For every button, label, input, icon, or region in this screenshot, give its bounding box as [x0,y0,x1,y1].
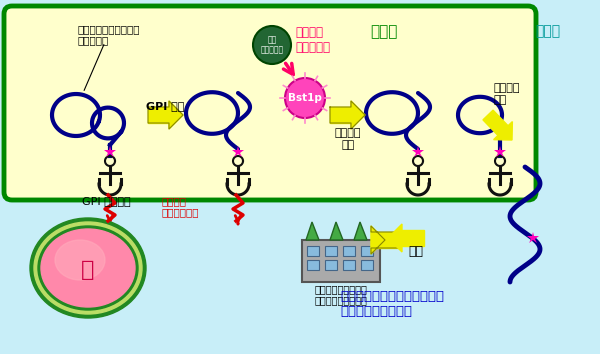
Text: 補助の錨
（アシル基）: 補助の錨 （アシル基） [162,196,199,218]
Text: 正しく折り畳まれない
タンパク質: 正しく折り畳まれない タンパク質 [78,24,140,46]
Ellipse shape [30,218,146,318]
FancyBboxPatch shape [343,260,355,270]
FancyBboxPatch shape [4,6,536,200]
Text: 分解: 分解 [409,245,424,258]
Polygon shape [494,122,512,140]
Text: タンパク質分解工場
（プロテアソーム）: タンパク質分解工場 （プロテアソーム） [314,284,367,306]
FancyBboxPatch shape [361,246,373,256]
FancyBboxPatch shape [325,260,337,270]
FancyBboxPatch shape [307,246,319,256]
Polygon shape [330,222,343,240]
Ellipse shape [41,229,135,307]
FancyBboxPatch shape [361,260,373,270]
Circle shape [285,78,325,118]
Polygon shape [388,224,402,252]
Polygon shape [402,230,424,246]
Text: 核: 核 [82,260,95,280]
Polygon shape [306,222,319,240]
FancyBboxPatch shape [325,246,337,256]
Polygon shape [148,107,169,123]
Polygon shape [371,232,400,248]
Ellipse shape [34,222,142,314]
Polygon shape [483,110,508,136]
FancyBboxPatch shape [343,246,355,256]
FancyBboxPatch shape [302,240,380,282]
Text: 細胞内: 細胞内 [535,24,560,38]
Polygon shape [169,101,183,129]
Text: アシル基
除去: アシル基 除去 [335,128,361,150]
Ellipse shape [55,240,105,280]
Text: 異常タンパク質は小胞体から
排除され分解される: 異常タンパク質は小胞体から 排除され分解される [340,290,444,318]
Text: 小胞体: 小胞体 [370,24,397,39]
Text: GPI 付加: GPI 付加 [146,101,185,111]
Text: Bst1p: Bst1p [288,93,322,103]
Polygon shape [371,226,385,254]
Text: 小胞体の
外へ: 小胞体の 外へ [494,84,521,105]
Polygon shape [354,222,367,240]
Text: GPI アンカー: GPI アンカー [82,196,131,206]
Text: 分子
シャペロン: 分子 シャペロン [260,35,284,55]
Text: 折り畳み
状況を伝達: 折り畳み 状況を伝達 [295,26,330,54]
FancyBboxPatch shape [307,260,319,270]
Polygon shape [351,101,365,129]
Polygon shape [330,107,351,123]
Circle shape [253,26,291,64]
Ellipse shape [38,226,138,310]
